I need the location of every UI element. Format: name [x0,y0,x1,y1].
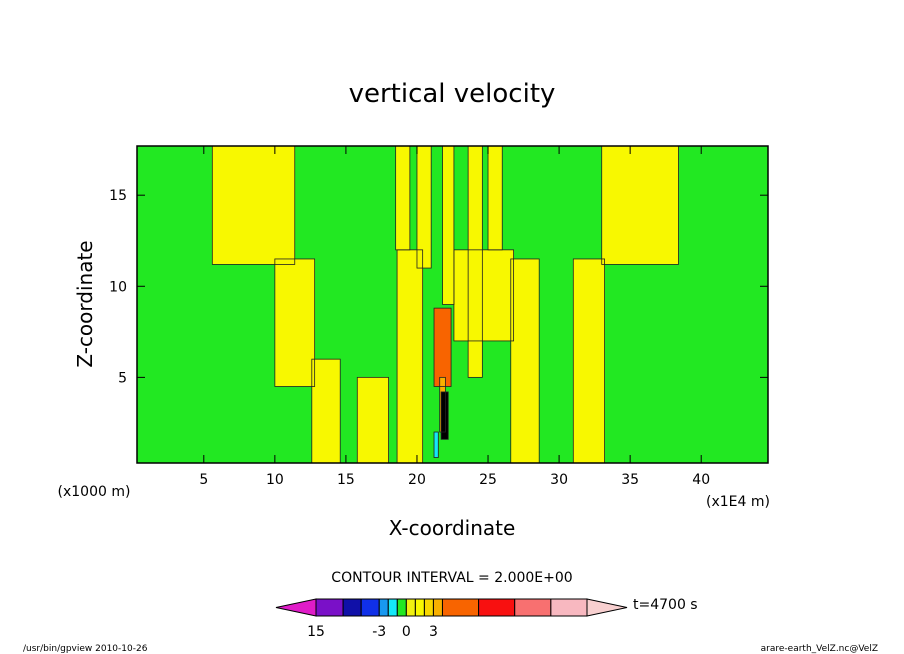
chart-title: vertical velocity [349,79,556,109]
contour-region-4 [357,377,389,463]
x-tick-label: 10 [266,472,284,488]
contour-region-13 [442,146,454,305]
colorbar-bin [414,598,425,617]
x-tick-label: 15 [337,472,355,488]
contour-region-14 [488,146,503,250]
time-label: t=4700 s [633,597,698,613]
x-axis-label: X-coordinate [389,516,516,540]
footer-left: /usr/bin/gpview 2010-10-26 [23,644,148,654]
contour-region-11 [395,146,410,250]
contour-region-3 [311,359,341,463]
contour-line-16 [439,376,446,433]
colorbar-bin [378,598,389,617]
colorbar-bin [315,598,344,617]
x-tick-label: 30 [550,472,568,488]
axis-ticks: 5 10 15 20 25 30 35 40 5 10 15 [109,146,768,488]
colorbar-label: 3 [429,624,438,640]
plot-area [137,146,768,463]
contour-line-18 [440,391,449,440]
x-tick-label: 5 [199,472,208,488]
y-tick-label: 15 [109,188,127,204]
colorbar-bin [432,598,443,617]
contour-region-12 [416,146,432,269]
contour-region-5 [397,249,423,463]
colorbar-bin [387,598,398,617]
contour-region-15 [434,308,452,387]
y-unit-label: (x1000 m) [58,484,131,500]
y-tick-label: 5 [118,370,127,386]
contour-region-9 [573,258,605,463]
contour-region-18 [441,391,449,440]
colorbar-label: 15 [307,624,325,640]
colorbar-label: 0 [402,624,411,640]
contour-line-17 [433,431,439,458]
contour-region-2 [274,258,315,387]
x-tick-label: 35 [621,472,639,488]
footer-right: arare-earth_VelZ.nc@VelZ [761,644,878,654]
contour-interval-label: CONTOUR INTERVAL = 2.000E+00 [331,570,572,586]
contour-region-17 [434,432,439,458]
y-axis-label: Z-coordinate [73,240,97,367]
x-tick-label: 25 [479,472,497,488]
colorbar-bin [396,598,407,617]
colorbar-bin [441,598,480,617]
contour-region-7 [453,249,514,341]
x-tick-label: 40 [692,472,710,488]
plot-frame [136,145,769,464]
x-tick-label: 20 [408,472,426,488]
colorbar: -3 0 3 15 [275,598,628,640]
colorbar-min-arrow [275,598,317,617]
colorbar-bin [478,598,516,617]
x-unit-label: (x1E4 m) [706,494,770,510]
contour-region-1 [212,146,295,265]
contour-line-2 [274,258,316,387]
colorbar-bin [550,598,588,617]
contour-line-15 [433,307,452,387]
colorbar-bin [423,598,434,617]
contour-region-10 [601,146,679,265]
colorbar-label: -3 [372,624,386,640]
contour-region-8 [510,258,540,463]
colorbar-bin [405,598,416,617]
colorbar-bin [360,598,380,617]
colorbar-bin [514,598,552,617]
colorbar-max-arrow [586,598,628,617]
colorbar-bin [342,598,362,617]
y-tick-label: 10 [109,279,127,295]
